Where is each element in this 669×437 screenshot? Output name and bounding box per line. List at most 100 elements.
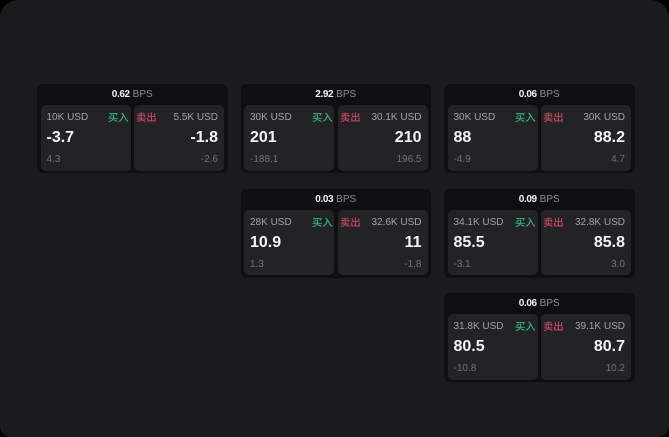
buy-amount: 34.1K USD: [453, 216, 504, 228]
sell-sub-value: 10.2: [605, 363, 625, 374]
buy-label: [515, 217, 536, 227]
buy-quote-tile[interactable]: 30K USD 88 -4.9: [447, 105, 538, 171]
sell-sub-value: 3.0: [611, 258, 625, 270]
sell-amount: 30K USD: [583, 112, 625, 123]
sell-label: [543, 321, 564, 332]
sell-tile-top-row: 32.6K USD: [340, 216, 422, 228]
sell-tile-top-row: 30.1K USD: [340, 112, 422, 123]
buy-tile-top-row: 10K USD: [46, 112, 129, 123]
spread-card[interactable]: 2.92 BPS 30K USD 201 -188.1 30.1K USD 21…: [240, 84, 432, 173]
sell-quote-tile[interactable]: 32.8K USD 85.8 3.0: [541, 209, 631, 275]
sell-tile-top-row: 30K USD: [543, 112, 625, 123]
sell-sub-value: 4.7: [611, 154, 625, 165]
sell-amount: 32.8K USD: [574, 216, 625, 228]
buy-amount: 28K USD: [250, 216, 292, 228]
sell-sub-value: 196.5: [396, 154, 422, 165]
buy-price: 80.5: [453, 338, 485, 355]
buy-tile-top-row: 30K USD: [453, 112, 536, 123]
sell-label: [136, 112, 157, 123]
bps-unit-label: BPS: [336, 193, 357, 205]
buy-sub-value: 1.3: [250, 258, 264, 270]
buy-label: [515, 112, 536, 123]
buy-tile-top-row: 30K USD: [250, 112, 333, 123]
buy-amount: 10K USD: [46, 112, 89, 123]
sell-price: 85.8: [593, 233, 625, 251]
buy-price: 10.9: [250, 233, 282, 251]
buy-label: [312, 217, 333, 227]
buy-amount: 31.8K USD: [453, 321, 504, 332]
buy-price: 201: [250, 129, 277, 146]
spread-card[interactable]: 0.62 BPS 10K USD -3.7 4.3 5.5K USD -1.8 …: [37, 84, 228, 173]
buy-label: [515, 321, 536, 332]
buy-sub-value: -188.1: [250, 154, 279, 165]
card-header: 2.92 BPS: [241, 84, 432, 105]
card-body: 30K USD 201 -188.1 30.1K USD 210 196.5: [241, 105, 432, 171]
buy-sub-value: -10.8: [453, 363, 477, 374]
sell-quote-tile[interactable]: 30.1K USD 210 196.5: [337, 105, 428, 171]
sell-tile-top-row: 32.8K USD: [543, 216, 625, 228]
bps-unit-label: BPS: [539, 89, 560, 100]
sell-price: -1.8: [190, 129, 218, 146]
sell-quote-tile[interactable]: 5.5K USD -1.8 -2.6: [134, 105, 224, 171]
sell-tile-top-row: 39.1K USD: [543, 321, 625, 332]
sell-tile-top-row: 5.5K USD: [136, 112, 218, 123]
card-header: 0.09 BPS: [444, 189, 635, 210]
sell-sub-value: -2.6: [200, 154, 218, 165]
bps-unit-label: BPS: [336, 89, 357, 100]
card-body: 30K USD 88 -4.9 30K USD 88.2 4.7: [444, 105, 635, 171]
card-header: 0.62 BPS: [37, 84, 228, 105]
buy-label: [108, 112, 129, 123]
sell-price: 80.7: [593, 338, 625, 355]
spread-card[interactable]: 0.06 BPS 30K USD 88 -4.9 30K USD 88.2 4.…: [444, 84, 635, 173]
card-header: 0.03 BPS: [241, 189, 432, 210]
sell-amount: 5.5K USD: [173, 112, 218, 123]
card-header: 0.06 BPS: [444, 293, 635, 314]
buy-quote-tile[interactable]: 10K USD -3.7 4.3: [40, 105, 131, 171]
buy-sub-value: -4.9: [453, 154, 471, 165]
bps-value: 0.06: [518, 89, 537, 100]
sell-quote-tile[interactable]: 32.6K USD 11 -1.8: [337, 209, 428, 275]
bps-unit-label: BPS: [132, 89, 153, 100]
sell-quote-tile[interactable]: 30K USD 88.2 4.7: [541, 105, 631, 171]
sell-amount: 39.1K USD: [574, 321, 625, 332]
buy-sub-value: 4.3: [46, 154, 61, 165]
sell-label: [543, 217, 564, 227]
sell-price: 210: [394, 129, 422, 146]
sell-price: 11: [404, 233, 422, 251]
buy-quote-tile[interactable]: 28K USD 10.9 1.3: [244, 209, 334, 275]
buy-quote-tile[interactable]: 31.8K USD 80.5 -10.8: [447, 314, 538, 380]
sell-price: 88.2: [593, 129, 625, 146]
buy-quote-tile[interactable]: 30K USD 201 -188.1: [244, 105, 334, 171]
sell-amount: 32.6K USD: [371, 216, 422, 228]
bps-value: 0.06: [518, 298, 537, 309]
buy-tile-top-row: 31.8K USD: [453, 321, 536, 332]
buy-quote-tile[interactable]: 34.1K USD 85.5 -3.1: [447, 209, 538, 275]
spread-card[interactable]: 0.06 BPS 31.8K USD 80.5 -10.8 39.1K USD …: [444, 293, 635, 382]
spread-card[interactable]: 0.03 BPS 28K USD 10.9 1.3 32.6K USD 11 -…: [240, 188, 432, 278]
buy-amount: 30K USD: [250, 112, 292, 123]
bps-unit-label: BPS: [539, 298, 560, 309]
sell-label: [340, 217, 361, 227]
sell-label: [340, 112, 361, 123]
bps-value: 0.62: [111, 89, 130, 100]
bps-value: 2.92: [315, 89, 334, 100]
sell-label: [543, 112, 564, 123]
sell-quote-tile[interactable]: 39.1K USD 80.7 10.2: [541, 314, 631, 380]
buy-sub-value: -3.1: [453, 258, 471, 270]
buy-price: 85.5: [453, 233, 485, 251]
spread-card[interactable]: 0.09 BPS 34.1K USD 85.5 -3.1 32.8K USD 8…: [444, 188, 635, 278]
sell-amount: 30.1K USD: [371, 112, 422, 123]
buy-label: [312, 112, 333, 123]
card-body: 31.8K USD 80.5 -10.8 39.1K USD 80.7 10.2: [444, 314, 635, 380]
spread-cards-grid: 0.62 BPS 10K USD -3.7 4.3 5.5K USD -1.8 …: [37, 84, 635, 382]
bps-value: 0.09: [518, 193, 537, 205]
buy-price: -3.7: [46, 129, 75, 146]
bps-unit-label: BPS: [539, 193, 560, 205]
buy-tile-top-row: 34.1K USD: [453, 216, 536, 228]
bps-value: 0.03: [315, 193, 334, 205]
buy-price: 88: [453, 129, 472, 146]
buy-amount: 30K USD: [453, 112, 496, 123]
card-body: 10K USD -3.7 4.3 5.5K USD -1.8 -2.6: [37, 105, 228, 171]
card-header: 0.06 BPS: [444, 84, 635, 105]
